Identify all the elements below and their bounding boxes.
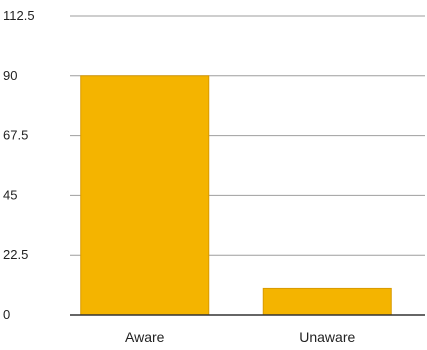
bar-aware <box>80 75 210 316</box>
bar-unaware <box>262 287 392 316</box>
x-tick-label: Unaware <box>299 329 355 345</box>
y-tick-label: 45 <box>3 187 17 202</box>
y-tick-label: 67.5 <box>3 128 28 143</box>
y-tick-label: 22.5 <box>3 247 28 262</box>
y-tick-label: 0 <box>3 307 10 322</box>
y-axis-ticks: 0 22.5 45 67.5 90 112.5 <box>3 8 35 322</box>
y-tick-label: 90 <box>3 68 17 83</box>
bars <box>80 75 392 316</box>
x-tick-label: Aware <box>125 329 165 345</box>
x-axis-labels: Aware Unaware <box>125 329 355 345</box>
y-tick-label: 112.5 <box>3 8 35 23</box>
